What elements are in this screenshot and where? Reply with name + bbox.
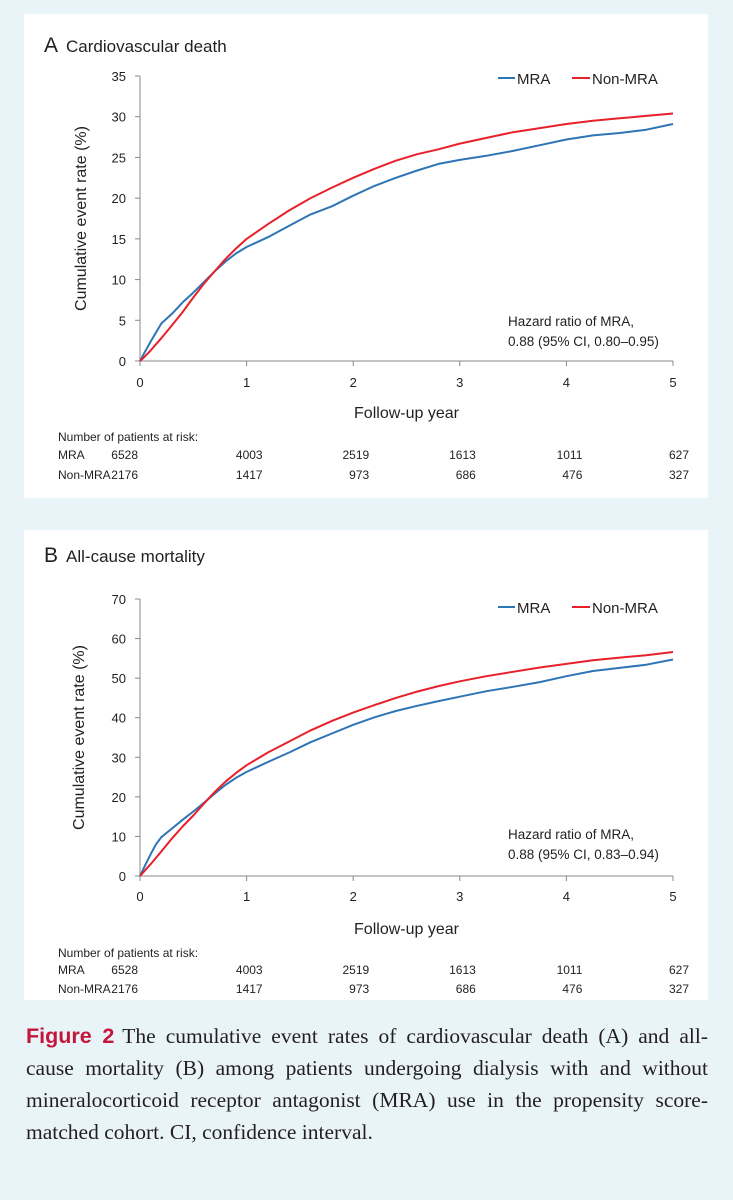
chart-a-legend-non-mra-label: Non-MRA [592, 71, 658, 88]
chart-a-risk-cell: 686 [456, 468, 476, 482]
chart-b-series-non-mra-line [139, 651, 674, 877]
chart-b-y-tick-label: 70 [112, 592, 126, 607]
chart-b-y-tick-label: 10 [112, 829, 126, 844]
chart-b-hazard-annotation-line: Hazard ratio of MRA, [508, 827, 634, 842]
chart-a-series-mra-line [139, 123, 674, 362]
chart-a-risk-cell: 1011 [557, 448, 583, 462]
chart-a-risk-cell: 4003 [236, 448, 263, 462]
chart-b-risk-cell: 627 [669, 963, 689, 977]
chart-a-risk-cell: 2176 [111, 468, 138, 482]
chart-a-risk-cell: 1613 [449, 448, 476, 462]
chart-b-x-tick-label: 1 [243, 889, 250, 904]
chart-a-risk-row-label: Non-MRA [58, 468, 111, 482]
chart-a-x-tick-label: 1 [243, 375, 250, 390]
panel-a-letter: A [44, 34, 59, 57]
chart-b-risk-cell: 973 [349, 982, 369, 996]
chart-a-legend-mra-label: MRA [517, 71, 550, 88]
chart-a-y-axis-label: Cumulative event rate (%) [73, 126, 90, 311]
chart-b-risk-table-header: Number of patients at risk: [58, 946, 198, 960]
chart-b-x-tick-label: 2 [350, 889, 357, 904]
chart-a-x-tick-label: 5 [669, 375, 676, 390]
chart-b-y-tick-label: 50 [112, 671, 126, 686]
chart-b-legend-non-mra-label: Non-MRA [592, 600, 658, 617]
chart-b-legend-mra-label: MRA [517, 600, 550, 617]
panel-a-title: A Cardiovascular death [44, 34, 227, 58]
chart-a-y-tick-label: 10 [112, 273, 126, 288]
panel-b-title: B All-cause mortality [44, 544, 205, 568]
chart-b-hazard-annotation-line: 0.88 (95% CI, 0.83–0.94) [508, 847, 659, 862]
chart-a-risk-row-label: MRA [58, 448, 85, 462]
chart-a-x-tick-label: 2 [350, 375, 357, 390]
chart-b-risk-cell: 327 [669, 982, 689, 996]
chart-a-hazard-annotation-line: Hazard ratio of MRA, [508, 314, 634, 329]
chart-b-x-tick-label: 0 [136, 889, 143, 904]
chart-b-series-mra-line [139, 658, 674, 877]
chart-b-risk-cell: 2519 [342, 963, 369, 977]
chart-b-risk-cell: 4003 [236, 963, 263, 977]
chart-b-risk-cell: 2176 [111, 982, 138, 996]
chart-a-risk-table-header: Number of patients at risk: [58, 430, 198, 444]
caption-text: The cumulative event rates of cardiovasc… [26, 1024, 708, 1144]
chart-b-y-tick-label: 30 [112, 750, 126, 765]
chart-a-risk-cell: 6528 [111, 448, 138, 462]
chart-a-y-tick-label: 35 [112, 69, 126, 84]
chart-a-x-axis-label: Follow-up year [354, 405, 460, 422]
chart-a-y-tick-label: 0 [119, 354, 126, 369]
chart-a-y-tick-label: 5 [119, 313, 126, 328]
chart-a-y-tick-label: 20 [112, 191, 126, 206]
chart-a-y-tick-label: 30 [112, 110, 126, 125]
chart-b-risk-cell: 476 [562, 982, 582, 996]
panel-a-cardiovascular-death: A Cardiovascular death 0 5 10 15 20 25 30 35 0 1 2 3… [24, 14, 708, 498]
chart-b-risk-cell: 1011 [557, 963, 583, 977]
chart-a-x-tick-label: 3 [456, 375, 463, 390]
chart-b-svg: 0 10 20 30 40 50 60 70 0 1 2 3 4 5 Follow-up year Cumul… [58, 592, 689, 996]
chart-a-series-non-mra-line [139, 112, 674, 362]
chart-b-risk-cell: 686 [456, 982, 476, 996]
chart-a-risk-cell: 1417 [236, 468, 263, 482]
chart-b-x-tick-label: 3 [456, 889, 463, 904]
chart-b-risk-cell: 1417 [236, 982, 263, 996]
panel-a-title-text: Cardiovascular death [66, 37, 227, 56]
figure-caption: Figure 2 The cumulative event rates of ca… [26, 1020, 708, 1148]
chart-b-risk-cell: 1613 [449, 963, 476, 977]
chart-b-y-tick-label: 40 [112, 711, 126, 726]
chart-b-x-tick-label: 5 [669, 889, 676, 904]
chart-b-risk-row-label: MRA [58, 963, 85, 977]
chart-a-risk-cell: 973 [349, 468, 369, 482]
chart-b-y-tick-label: 0 [119, 869, 126, 884]
chart-a-hazard-annotation-line: 0.88 (95% CI, 0.80–0.95) [508, 334, 659, 349]
chart-b-risk-cell: 6528 [111, 963, 138, 977]
figure-label: Figure 2 [26, 1024, 115, 1048]
chart-a-x-tick-label: 0 [136, 375, 143, 390]
chart-a-risk-cell: 327 [669, 468, 689, 482]
chart-b-y-tick-label: 20 [112, 790, 126, 805]
chart-a-y-tick-label: 25 [112, 150, 126, 165]
chart-b-risk-row-label: Non-MRA [58, 982, 111, 996]
panel-b-title-text: All-cause mortality [66, 547, 205, 566]
chart-a-risk-cell: 627 [669, 448, 689, 462]
chart-b-x-axis-label: Follow-up year [354, 921, 460, 938]
chart-a-risk-cell: 476 [562, 468, 582, 482]
chart-b-y-axis-label: Cumulative event rate (%) [71, 645, 88, 830]
chart-b-x-tick-label: 4 [563, 889, 570, 904]
chart-a-svg: 0 5 10 15 20 25 30 35 0 1 2 3 4 5 Follow-up year Cumula… [58, 69, 689, 482]
panel-b-all-cause-mortality: B All-cause mortality 0 10 20 30 40 50 60 70 0 1 2 3… [24, 530, 708, 1000]
panel-b-letter: B [44, 544, 59, 567]
chart-a-y-tick-label: 15 [112, 232, 126, 247]
chart-a-x-tick-label: 4 [563, 375, 570, 390]
chart-a-risk-cell: 2519 [342, 448, 369, 462]
chart-b-y-tick-label: 60 [112, 632, 126, 647]
